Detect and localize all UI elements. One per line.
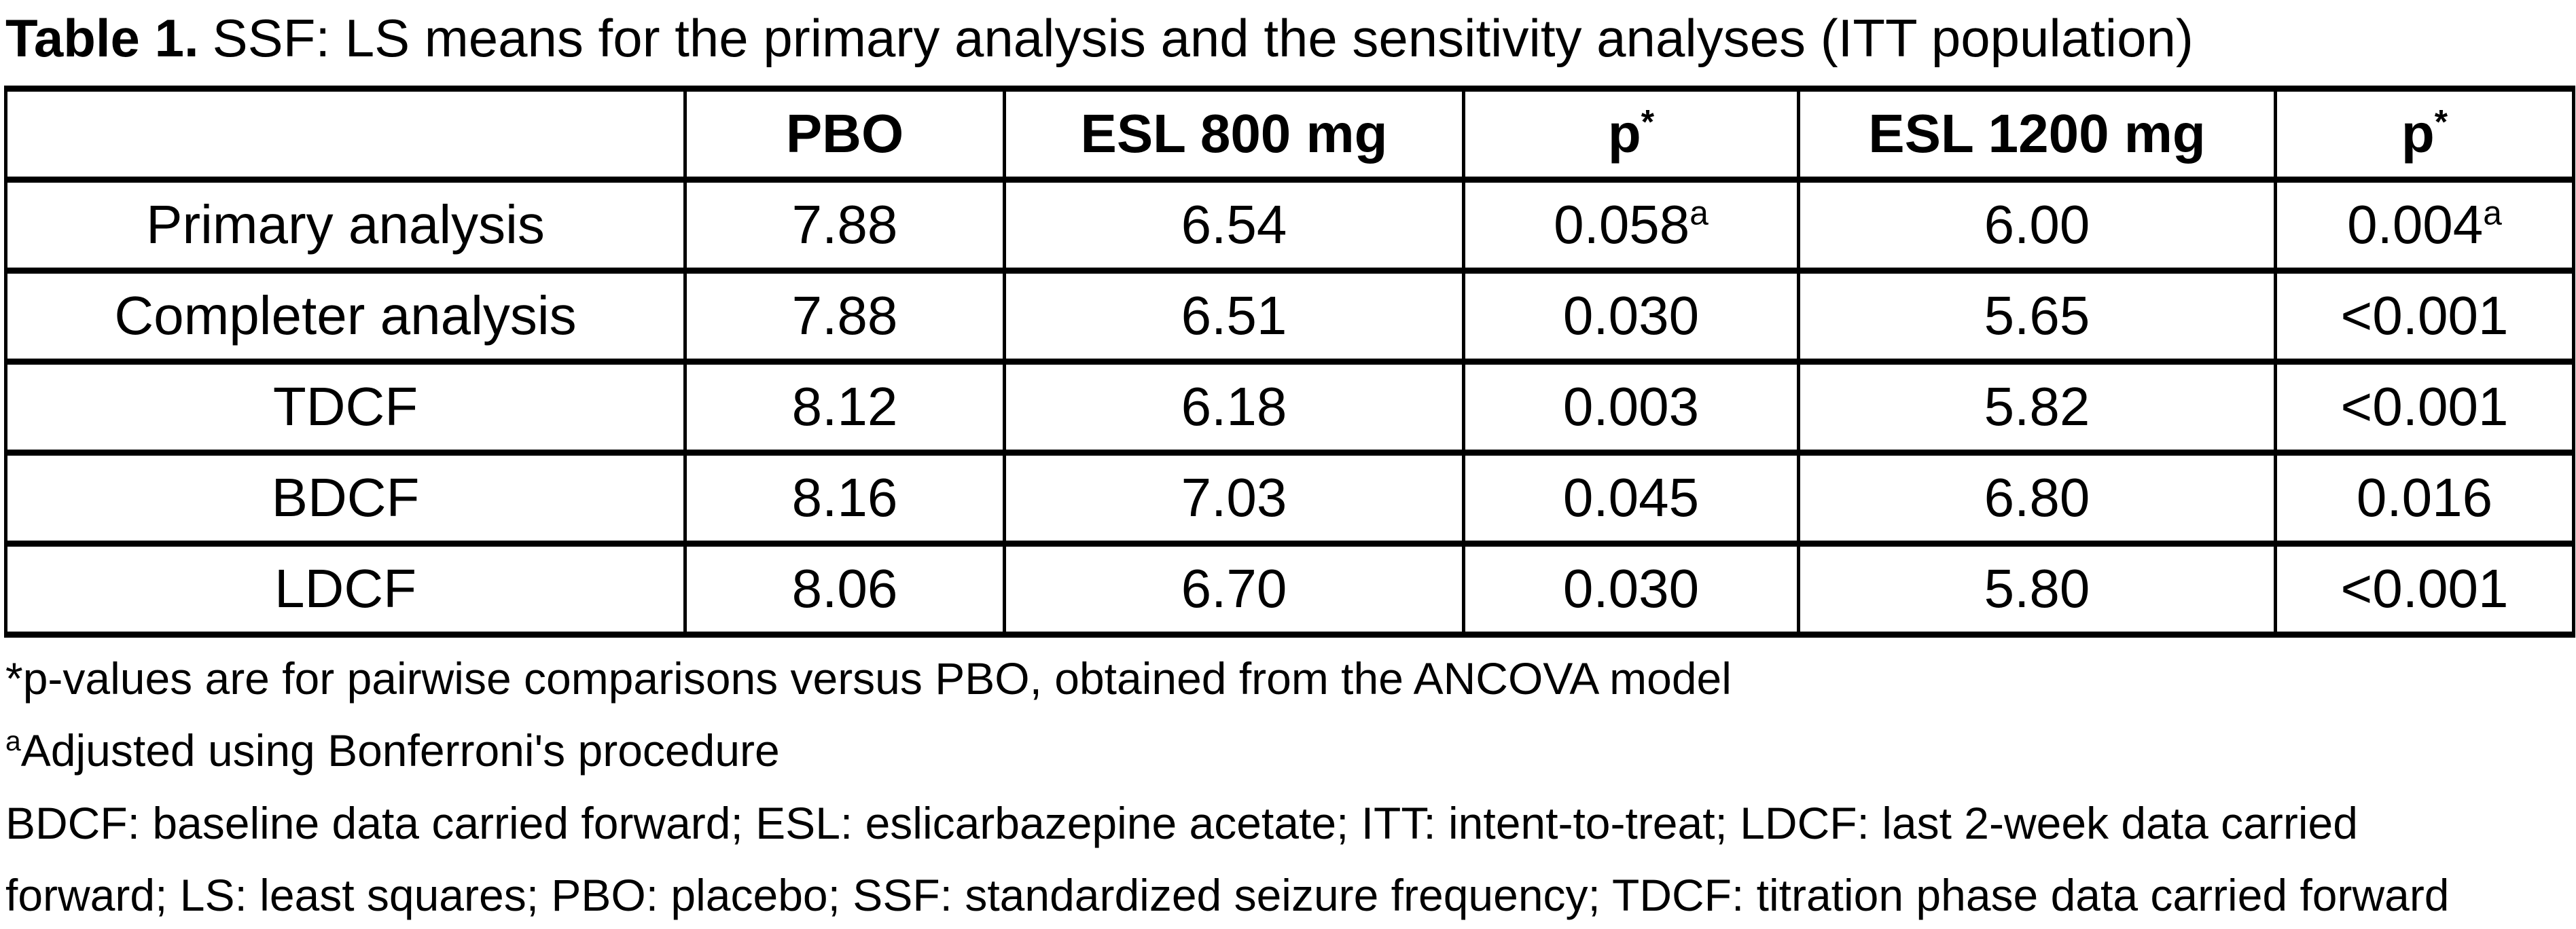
cell-value: 7.88 <box>791 194 898 255</box>
column-header: p* <box>2274 85 2575 183</box>
row-label: Primary analysis <box>146 194 545 255</box>
table-cell: 0.030 <box>1462 267 1800 365</box>
table-cell: 6.80 <box>1797 449 2277 547</box>
table-row: Completer analysis 7.88 6.51 0.030 5.65 <0.00… <box>4 267 2575 365</box>
table-cell: <0.001 <box>2274 358 2575 456</box>
cell-value: 0.030 <box>1562 285 1700 346</box>
cell-value: 0.003 <box>1562 376 1700 437</box>
footnote-marker: * <box>5 653 23 704</box>
cell-value: 0.030 <box>1562 558 1700 619</box>
footnotes: *p-values are for pairwise comparisons v… <box>4 638 2572 920</box>
table-cell: 5.80 <box>1797 540 2277 638</box>
table-cell: 7.88 <box>683 267 1006 365</box>
row-label-cell: BDCF <box>4 449 687 547</box>
table-header: PBO ESL 800 mg p* ESL 1200 mg p* <box>4 85 2575 183</box>
column-header-label: p <box>1607 103 1641 164</box>
table-cell: 8.12 <box>683 358 1006 456</box>
table-row: BDCF 8.16 7.03 0.045 6.80 0.016 <box>4 449 2575 547</box>
table-row: Primary analysis 7.88 6.54 0.058a 6.00 0.004a <box>4 176 2575 274</box>
table-cell: 7.03 <box>1003 449 1465 547</box>
cell-value: 8.06 <box>791 558 898 619</box>
table-body: Primary analysis 7.88 6.54 0.058a 6.00 0.004a… <box>4 176 2575 638</box>
table-cell: 8.06 <box>683 540 1006 638</box>
cell-value: 0.004 <box>2347 194 2484 255</box>
cell-value: 7.88 <box>791 285 898 346</box>
table-cell: 5.65 <box>1797 267 2277 365</box>
cell-value: <0.001 <box>2340 376 2509 437</box>
table-cell: 0.030 <box>1462 540 1800 638</box>
table-cell: 0.004a <box>2274 176 2575 274</box>
footnote-text: Adjusted using Bonferroni's procedure <box>20 725 780 776</box>
cell-value: 5.82 <box>1984 376 2090 437</box>
column-header-superscript: * <box>2434 103 2448 141</box>
footnote-text: forward; LS: least squares; PBO: placebo… <box>5 870 2450 921</box>
column-header-label: p <box>2401 103 2435 164</box>
cell-value: 6.70 <box>1181 558 1287 619</box>
column-header: ESL 1200 mg <box>1797 85 2277 183</box>
header-row: PBO ESL 800 mg p* ESL 1200 mg p* <box>4 85 2575 183</box>
footnote-line: *p-values are for pairwise comparisons v… <box>5 653 2572 704</box>
cell-superscript: a <box>1689 194 1709 232</box>
cell-value: 0.045 <box>1562 467 1700 528</box>
table-cell: <0.001 <box>2274 267 2575 365</box>
cell-value: 6.18 <box>1181 376 1287 437</box>
row-label-cell: Completer analysis <box>4 267 687 365</box>
footnote-line: BDCF: baseline data carried forward; ESL… <box>5 799 2572 848</box>
column-header-label: PBO <box>785 103 904 164</box>
cell-value: 6.00 <box>1984 194 2090 255</box>
cell-value: <0.001 <box>2340 285 2509 346</box>
cell-value: 8.16 <box>791 467 898 528</box>
column-header: p* <box>1462 85 1800 183</box>
table-title: Table 1. SSF: LS means for the primary an… <box>4 4 2572 86</box>
cell-value: 0.016 <box>2356 467 2493 528</box>
column-header: ESL 800 mg <box>1003 85 1465 183</box>
cell-value: 7.03 <box>1181 467 1287 528</box>
cell-superscript: a <box>2483 194 2502 232</box>
cell-value: 8.12 <box>791 376 898 437</box>
row-label: TDCF <box>272 376 418 437</box>
row-label-column-header <box>4 85 687 183</box>
results-table: PBO ESL 800 mg p* ESL 1200 mg p* Primary ana… <box>4 85 2575 638</box>
column-header-superscript: * <box>1641 103 1655 141</box>
cell-value: 5.80 <box>1984 558 2090 619</box>
table-cell: 8.16 <box>683 449 1006 547</box>
table-cell: 0.058a <box>1462 176 1800 274</box>
table-cell: 6.51 <box>1003 267 1465 365</box>
row-label: LDCF <box>274 558 416 619</box>
cell-value: 5.65 <box>1984 285 2090 346</box>
table-cell: 6.70 <box>1003 540 1465 638</box>
column-header-label: ESL 800 mg <box>1080 103 1388 164</box>
footnote-text: BDCF: baseline data carried forward; ESL… <box>5 797 2358 848</box>
cell-value: 0.058 <box>1554 194 1690 255</box>
footnote-text: p-values are for pairwise comparisons ve… <box>22 653 1732 704</box>
column-header-label: ESL 1200 mg <box>1868 103 2206 164</box>
footnote-marker: a <box>5 725 21 757</box>
table-cell: 6.54 <box>1003 176 1465 274</box>
cell-value: 6.51 <box>1181 285 1287 346</box>
cell-value: <0.001 <box>2340 558 2509 619</box>
row-label: Completer analysis <box>114 285 577 346</box>
row-label: BDCF <box>271 467 420 528</box>
table-row: TDCF 8.12 6.18 0.003 5.82 <0.001 <box>4 358 2575 456</box>
table-number: Table 1. <box>5 8 199 68</box>
table-cell: 0.003 <box>1462 358 1800 456</box>
cell-value: 6.54 <box>1181 194 1287 255</box>
footnote-line: forward; LS: least squares; PBO: placebo… <box>5 871 2572 920</box>
table-cell: 6.18 <box>1003 358 1465 456</box>
row-label-cell: TDCF <box>4 358 687 456</box>
row-label-cell: LDCF <box>4 540 687 638</box>
row-label-cell: Primary analysis <box>4 176 687 274</box>
table-cell: 6.00 <box>1797 176 2277 274</box>
table-cell: 5.82 <box>1797 358 2277 456</box>
table-cell: <0.001 <box>2274 540 2575 638</box>
footnote-line: aAdjusted using Bonferroni's procedure <box>5 726 2572 776</box>
table-caption: SSF: LS means for the primary analysis a… <box>212 8 2194 68</box>
table-cell: 0.016 <box>2274 449 2575 547</box>
table-cell: 0.045 <box>1462 449 1800 547</box>
table-cell: 7.88 <box>683 176 1006 274</box>
column-header: PBO <box>683 85 1006 183</box>
table-row: LDCF 8.06 6.70 0.030 5.80 <0.001 <box>4 540 2575 638</box>
cell-value: 6.80 <box>1984 467 2090 528</box>
